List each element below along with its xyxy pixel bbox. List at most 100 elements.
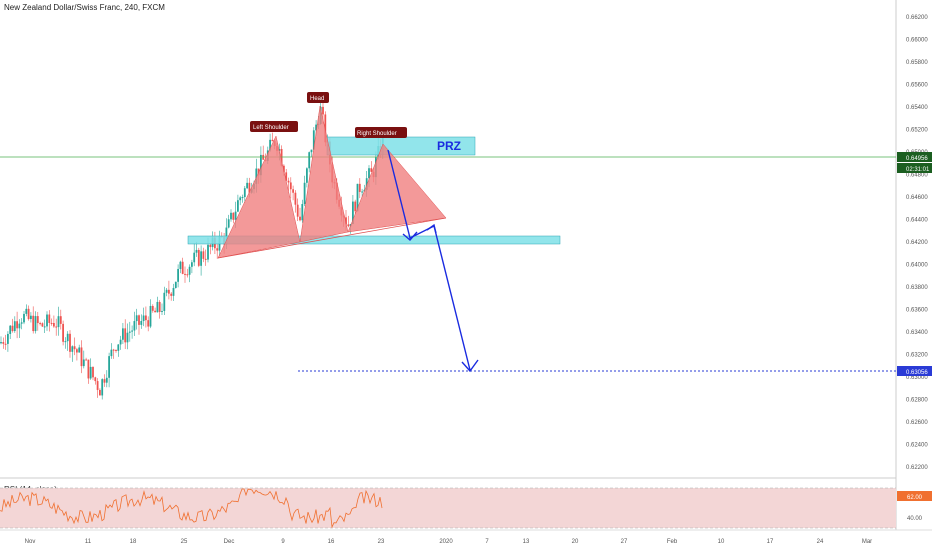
price-tick: 0.64000: [906, 263, 928, 269]
candle-body: [172, 287, 175, 296]
time-axis[interactable]: Nov 11 18 25 Dec 9 16 23 2020 7 13 20 27 Feb 10 17 24 Mar: [25, 539, 873, 545]
candle-body: [138, 315, 140, 325]
price-tick: 0.62200: [906, 465, 928, 471]
candle-body: [204, 258, 207, 260]
candle-body: [96, 381, 99, 390]
time-tick: 9: [281, 539, 285, 545]
candle-body: [2, 342, 5, 344]
candle-body: [9, 325, 12, 334]
time-tick: 11: [85, 539, 92, 545]
candle-body: [112, 349, 115, 351]
candle-body: [92, 366, 94, 378]
time-tick: 7: [485, 539, 489, 545]
candle-body: [287, 180, 290, 183]
candle-body: [108, 356, 110, 378]
candle-body: [345, 217, 347, 225]
time-tick: 17: [767, 539, 774, 545]
candle-body: [55, 326, 58, 328]
candle-body: [158, 301, 161, 312]
price-tick: 0.63000: [906, 375, 928, 381]
rsi-value: 62.00: [907, 495, 923, 501]
candle-body: [202, 251, 205, 259]
candle-body: [181, 261, 184, 274]
candle-body: [269, 139, 271, 151]
last-price-value: 0.64956: [906, 156, 928, 162]
candle-body: [365, 178, 368, 190]
candle-body: [32, 315, 35, 332]
candle-body: [358, 183, 361, 192]
candle-body: [142, 315, 145, 322]
candle-body: [354, 201, 357, 212]
candle-body: [248, 182, 251, 193]
head-tag: [307, 92, 329, 103]
candle-body: [312, 130, 315, 150]
target-value: 0.63056: [906, 370, 928, 376]
candle-body: [73, 346, 76, 350]
candle-body: [239, 197, 242, 201]
rsi-axis-lower: 40.00: [907, 516, 923, 522]
candle-body: [163, 292, 166, 311]
left-shoulder-label: Left Shoulder: [253, 125, 289, 131]
price-axis[interactable]: 0.66200 0.66000 0.65800 0.65600 0.65400 0.652…: [906, 15, 928, 471]
candle-body: [361, 191, 363, 193]
candle-body: [296, 204, 299, 217]
candle-body: [105, 377, 108, 383]
left-shoulder-pattern[interactable]: [217, 135, 301, 259]
candle-body: [193, 252, 196, 263]
candle-body: [165, 289, 168, 293]
candle-body: [115, 349, 117, 351]
candle-body: [303, 182, 306, 205]
price-tick: 0.66000: [906, 38, 928, 44]
candle-body: [131, 330, 133, 332]
candle-body: [0, 342, 2, 344]
candle-body: [174, 281, 177, 288]
candle-body: [89, 366, 92, 379]
projection-path[interactable]: [387, 149, 471, 371]
candle-body: [154, 310, 156, 313]
candle-body: [255, 168, 258, 184]
candle-body: [207, 244, 209, 260]
head-pattern[interactable]: [299, 105, 349, 243]
candle-body: [197, 249, 200, 266]
candle-body: [46, 314, 48, 327]
candle-body: [230, 212, 232, 220]
candle-body: [57, 316, 60, 328]
candle-body: [241, 197, 244, 199]
price-tick: 0.65800: [906, 60, 928, 66]
candle-body: [299, 216, 301, 221]
candle-body: [59, 316, 62, 324]
candle-body: [117, 344, 120, 351]
candle-body: [260, 154, 262, 176]
price-tick: 0.65400: [906, 105, 928, 111]
candle-body: [177, 268, 179, 282]
support-zone[interactable]: [187, 235, 561, 245]
candle-body: [85, 359, 87, 361]
candle-body: [119, 339, 122, 345]
target-tag: [897, 366, 932, 376]
rsi-band: [0, 488, 896, 528]
candle-body: [161, 310, 163, 312]
candle-body: [294, 192, 297, 205]
candle-body: [30, 315, 32, 320]
candle-body: [308, 152, 311, 169]
candle-body: [370, 168, 373, 172]
price-tick: 0.63800: [906, 285, 928, 291]
candle-body: [94, 377, 97, 382]
candle-body: [50, 322, 53, 324]
candle-body: [101, 379, 104, 396]
candle-body: [147, 320, 150, 327]
time-tick: 16: [328, 539, 335, 545]
candle-body: [368, 168, 370, 179]
candle-body: [151, 305, 154, 311]
candle-body: [71, 346, 74, 352]
candle-body: [36, 316, 39, 324]
candle-body: [16, 321, 18, 329]
candle-body: [145, 315, 147, 321]
price-tick: 0.66200: [906, 15, 928, 21]
price-tick: 0.65200: [906, 128, 928, 134]
candle-body: [20, 322, 23, 324]
candle-body: [234, 211, 237, 220]
time-tick: 23: [378, 539, 385, 545]
candle-body: [200, 251, 202, 266]
